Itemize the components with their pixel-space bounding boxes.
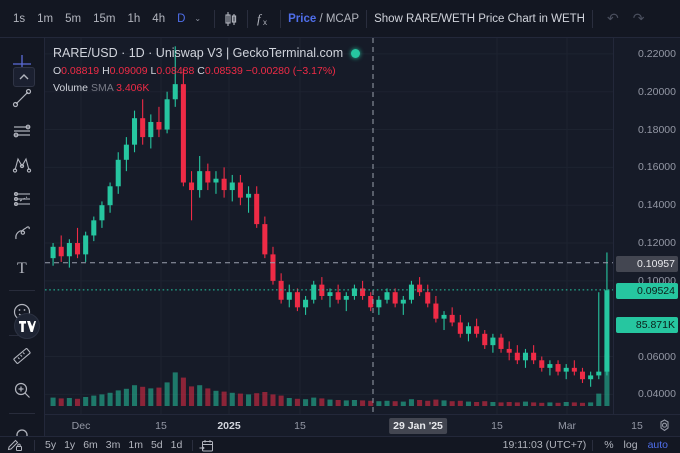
divider	[592, 439, 594, 451]
price-tick-0.06000: 0.06000	[638, 350, 676, 363]
redo-icon[interactable]: ↷	[632, 10, 645, 26]
range-3m[interactable]: 3m	[105, 439, 121, 451]
range-5d[interactable]: 5d	[150, 439, 163, 451]
divider	[34, 439, 35, 451]
divider	[214, 9, 216, 28]
timeframe-5m[interactable]: 5m	[65, 12, 82, 25]
divider	[366, 9, 368, 28]
text-tool-icon[interactable]: T	[5, 251, 39, 283]
pencil-lock-icon[interactable]	[7, 439, 24, 452]
crosshair-price-badge: 0.10957	[616, 255, 678, 272]
show-weth-chart-button[interactable]: Show RARE/WETH Price Chart in WETH	[374, 12, 585, 25]
price-label[interactable]: Price	[288, 12, 317, 25]
divider	[247, 9, 249, 28]
time-tick-5: Mar	[557, 420, 577, 432]
time-axis[interactable]: Dec 15 2025 15 15 Mar 15 29 Jan '25	[45, 414, 680, 436]
measure-ruler-icon[interactable]	[5, 341, 39, 373]
goto-date-icon[interactable]	[199, 439, 214, 452]
range-1m[interactable]: 1m	[128, 439, 143, 451]
time-tick-6: 15	[631, 420, 643, 432]
pitchfork-pattern-icon[interactable]	[5, 149, 39, 181]
separator: /	[316, 12, 326, 25]
gear-target-icon[interactable]	[658, 419, 671, 432]
price-tick-0.20000: 0.20000	[638, 85, 676, 98]
price-tick-0.14000: 0.14000	[638, 199, 676, 212]
auto-scale-button[interactable]: auto	[647, 439, 668, 451]
price-tick-0.04000: 0.04000	[638, 388, 676, 401]
collapse-pane-button[interactable]	[13, 67, 35, 87]
timeframe-1h[interactable]: 1h	[127, 12, 141, 25]
time-tick-2: 2025	[217, 420, 241, 432]
crosshair-date-badge: 29 Jan '25	[389, 418, 447, 434]
range-buttons-group: 5y 1y 6m 3m 1m 5d 1d	[41, 439, 186, 451]
log-scale-button[interactable]: log	[623, 439, 638, 451]
price-axis[interactable]: 0.22000 0.20000 0.18000 0.16000 0.14000 0.120…	[613, 38, 680, 414]
price-tick-0.22000: 0.22000	[638, 47, 676, 60]
timeframe-1m[interactable]: 1m	[37, 12, 54, 25]
chevron-down-icon[interactable]: ⌄	[194, 14, 202, 23]
timeframe-4h[interactable]: 4h	[152, 12, 166, 25]
horizontal-lines-icon[interactable]	[5, 116, 39, 148]
percent-scale-button[interactable]: %	[604, 439, 614, 451]
undo-icon[interactable]: ↶	[606, 10, 619, 26]
brush-icon[interactable]	[5, 217, 39, 249]
divider	[591, 9, 593, 28]
range-1d[interactable]: 1d	[170, 439, 183, 451]
price-tick-0.16000: 0.16000	[638, 161, 676, 174]
divider	[280, 9, 282, 28]
mcap-label[interactable]: MCAP	[325, 12, 360, 25]
time-tick-1: 15	[155, 420, 167, 432]
range-1y[interactable]: 1y	[64, 439, 76, 451]
clock-label: 19:11:03 (UTC+7)	[502, 439, 587, 451]
top-toolbar: 1s 1m 5m 15m 1h 4h D ⌄ f x Price / MCAP Show R…	[0, 0, 680, 38]
timeframe-group: 1s 1m 5m 15m 1h 4h D	[8, 10, 192, 28]
range-6m[interactable]: 6m	[83, 439, 98, 451]
range-5y[interactable]: 5y	[45, 439, 57, 451]
zoom-in-icon[interactable]	[5, 374, 39, 406]
price-tick-0.18000: 0.18000	[638, 123, 676, 136]
bottom-status-bar: 5y 1y 6m 3m 1m 5d 1d 19:11:03 (UTC+7) % log au…	[0, 436, 680, 453]
trend-line-icon[interactable]	[5, 82, 39, 114]
svg-text:T: T	[17, 260, 27, 277]
divider	[9, 289, 35, 291]
time-tick-3: 15	[294, 420, 306, 432]
chart-plot-area[interactable]	[45, 38, 613, 414]
time-tick-0: Dec	[71, 420, 91, 432]
tradingview-logo[interactable]	[14, 313, 40, 339]
price-mcap-toggle[interactable]: Price / MCAP	[288, 13, 359, 25]
time-tick-4: 15	[491, 420, 503, 432]
volume-badge: 85.871K	[616, 317, 678, 333]
candlestick-canvas	[45, 38, 613, 414]
candlestick-icon[interactable]	[222, 10, 240, 28]
drawing-toolbar: T	[0, 38, 45, 453]
price-tick-0.12000: 0.12000	[638, 237, 676, 250]
svg-text:f: f	[257, 11, 263, 26]
svg-text:x: x	[263, 18, 267, 27]
current-price-badge: 0.09524	[616, 282, 678, 299]
timeframe-D[interactable]: D	[177, 12, 186, 25]
fx-icon[interactable]: f x	[255, 10, 273, 28]
timeframe-15m[interactable]: 15m	[93, 12, 116, 25]
fib-retracement-icon[interactable]	[5, 183, 39, 215]
divider	[192, 439, 194, 451]
divider	[9, 413, 35, 415]
timeframe-1s[interactable]: 1s	[13, 12, 26, 25]
